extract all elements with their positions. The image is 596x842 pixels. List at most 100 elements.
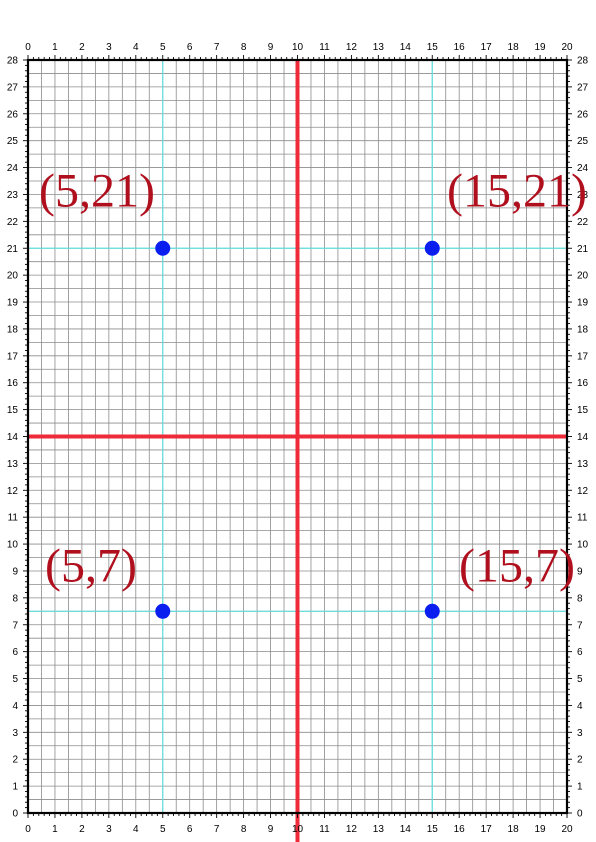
tick-labels: 0011223344556677889910101111121213131414… <box>7 42 589 835</box>
y-tick-label-left: 10 <box>7 540 19 551</box>
x-tick-label-top: 17 <box>481 42 493 53</box>
y-tick-label-left: 11 <box>8 513 19 524</box>
x-tick-label-bottom: 17 <box>481 824 493 835</box>
x-tick-label-top: 9 <box>268 42 274 53</box>
y-tick-label-left: 14 <box>7 432 19 443</box>
y-tick-label-left: 8 <box>12 593 18 604</box>
y-tick-label-right: 13 <box>577 459 589 470</box>
y-tick-label-left: 3 <box>12 728 18 739</box>
x-tick-label-bottom: 3 <box>106 824 112 835</box>
x-tick-label-bottom: 15 <box>427 824 439 835</box>
y-tick-label-left: 18 <box>7 324 19 335</box>
x-tick-label-top: 5 <box>160 42 166 53</box>
y-tick-label-left: 21 <box>7 244 19 255</box>
x-tick-label-top: 20 <box>561 42 573 53</box>
y-tick-label-right: 20 <box>577 271 589 282</box>
y-tick-label-right: 15 <box>577 405 589 416</box>
y-tick-label-right: 21 <box>577 244 589 255</box>
y-tick-label-left: 12 <box>7 486 19 497</box>
x-tick-label-bottom: 10 <box>292 824 304 835</box>
y-tick-label-right: 19 <box>577 298 589 309</box>
y-tick-label-right: 18 <box>577 324 589 335</box>
y-tick-label-right: 11 <box>577 513 588 524</box>
y-tick-label-right: 8 <box>577 593 583 604</box>
x-tick-label-bottom: 1 <box>52 824 58 835</box>
x-tick-label-bottom: 9 <box>268 824 274 835</box>
y-tick-label-right: 27 <box>577 82 589 93</box>
y-tick-label-right: 9 <box>577 566 583 577</box>
y-tick-label-right: 0 <box>577 809 583 820</box>
y-tick-label-right: 26 <box>577 109 589 120</box>
x-tick-label-bottom: 6 <box>187 824 193 835</box>
y-tick-label-right: 22 <box>577 217 589 228</box>
y-tick-label-left: 2 <box>12 755 18 766</box>
y-tick-label-left: 28 <box>7 56 19 67</box>
data-point <box>424 603 440 619</box>
points <box>155 240 440 619</box>
data-point <box>155 603 171 619</box>
y-tick-label-left: 9 <box>12 566 18 577</box>
x-tick-label-top: 11 <box>319 42 330 53</box>
x-tick-label-top: 19 <box>534 42 546 53</box>
tick-marks <box>23 55 572 818</box>
x-tick-label-bottom: 4 <box>133 824 139 835</box>
x-tick-label-top: 12 <box>346 42 358 53</box>
y-tick-label-left: 25 <box>7 136 19 147</box>
y-tick-label-right: 23 <box>577 190 589 201</box>
y-tick-label-left: 13 <box>7 459 19 470</box>
x-tick-label-bottom: 5 <box>160 824 166 835</box>
x-tick-label-top: 4 <box>133 42 139 53</box>
y-tick-label-left: 4 <box>12 701 18 712</box>
x-tick-label-bottom: 2 <box>79 824 85 835</box>
y-tick-label-left: 20 <box>7 271 19 282</box>
point-label: (15,21) <box>447 164 587 217</box>
y-tick-label-left: 5 <box>12 674 18 685</box>
x-tick-label-top: 16 <box>454 42 466 53</box>
y-tick-label-left: 7 <box>12 620 18 631</box>
x-tick-label-top: 6 <box>187 42 193 53</box>
x-tick-label-bottom: 0 <box>25 824 31 835</box>
center-lines <box>28 60 567 842</box>
x-tick-label-bottom: 11 <box>319 824 330 835</box>
x-tick-label-top: 14 <box>400 42 412 53</box>
y-tick-label-right: 1 <box>577 782 583 793</box>
y-tick-label-left: 16 <box>7 378 19 389</box>
x-tick-label-top: 3 <box>106 42 112 53</box>
x-tick-label-bottom: 20 <box>561 824 573 835</box>
y-tick-label-right: 10 <box>577 540 589 551</box>
y-tick-label-left: 1 <box>12 782 18 793</box>
y-tick-label-right: 2 <box>577 755 583 766</box>
x-tick-label-bottom: 16 <box>454 824 466 835</box>
point-label: (5,21) <box>39 164 155 217</box>
y-tick-label-right: 4 <box>577 701 583 712</box>
point-label: (5,7) <box>45 539 137 592</box>
x-tick-label-top: 15 <box>427 42 439 53</box>
x-tick-label-bottom: 13 <box>373 824 385 835</box>
y-tick-label-right: 7 <box>577 620 583 631</box>
y-tick-label-right: 16 <box>577 378 589 389</box>
y-tick-label-left: 15 <box>7 405 19 416</box>
y-tick-label-right: 28 <box>577 56 589 67</box>
point-label: (15,7) <box>459 539 575 592</box>
y-tick-label-left: 26 <box>7 109 19 120</box>
data-point <box>155 240 171 256</box>
x-tick-label-bottom: 14 <box>400 824 412 835</box>
x-tick-label-top: 18 <box>508 42 520 53</box>
x-tick-label-top: 13 <box>373 42 385 53</box>
y-tick-label-left: 6 <box>12 647 18 658</box>
data-point <box>424 240 440 256</box>
y-tick-label-left: 17 <box>7 351 19 362</box>
x-tick-label-bottom: 19 <box>534 824 546 835</box>
x-tick-label-top: 7 <box>214 42 220 53</box>
y-tick-label-left: 23 <box>7 190 19 201</box>
y-tick-label-right: 25 <box>577 136 589 147</box>
y-tick-label-right: 5 <box>577 674 583 685</box>
y-tick-label-right: 14 <box>577 432 589 443</box>
y-tick-label-left: 27 <box>7 82 19 93</box>
x-tick-label-top: 10 <box>292 42 304 53</box>
y-tick-label-left: 22 <box>7 217 19 228</box>
y-tick-label-right: 17 <box>577 351 589 362</box>
x-tick-label-top: 1 <box>52 42 58 53</box>
x-tick-label-bottom: 18 <box>508 824 520 835</box>
